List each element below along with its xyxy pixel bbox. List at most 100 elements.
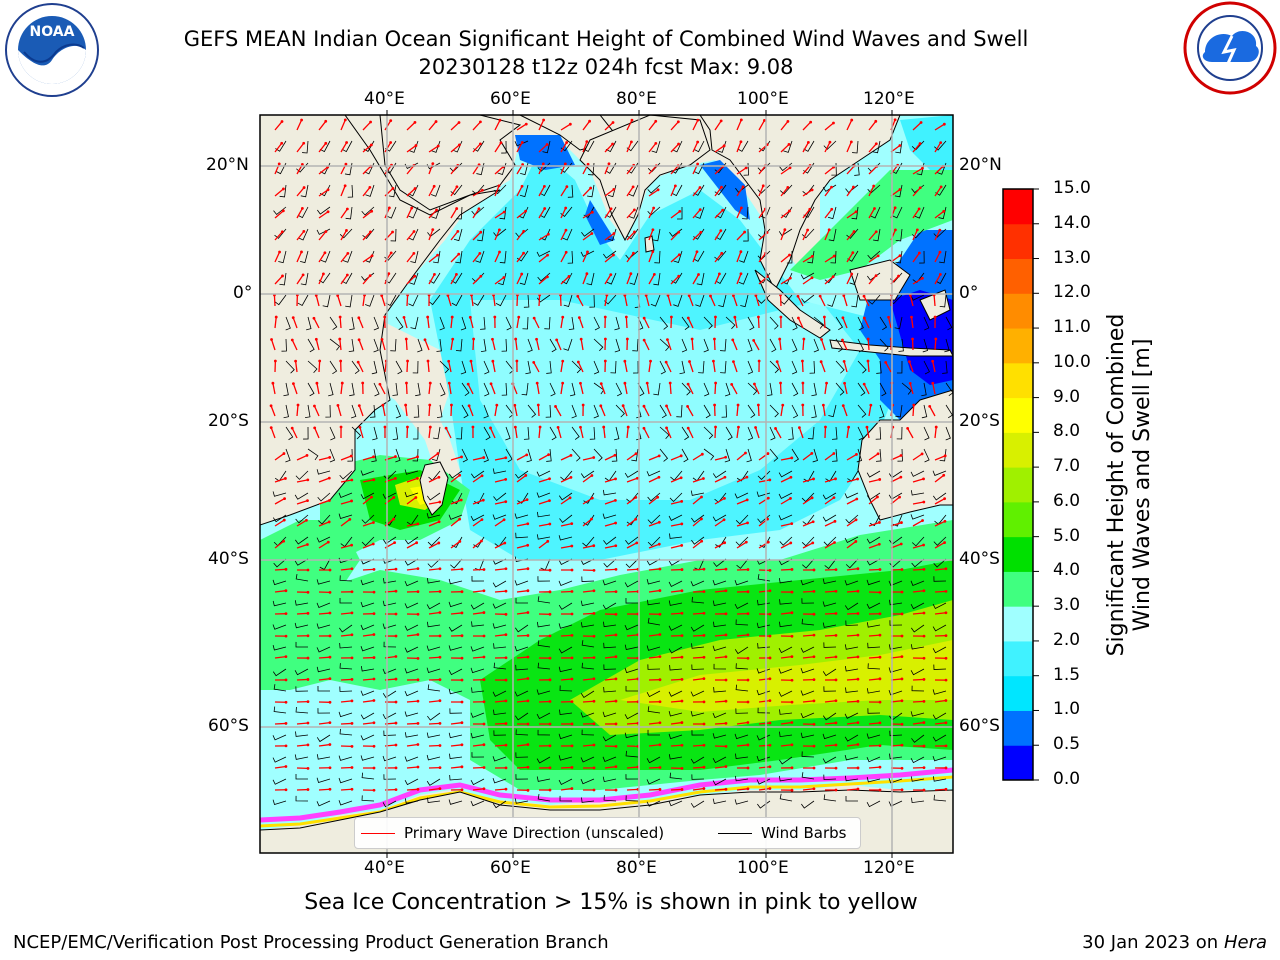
wave-direction-arrow — [736, 522, 748, 527]
wind-barb — [297, 206, 309, 219]
wave-direction-arrow — [362, 633, 374, 637]
wind-barb — [316, 579, 331, 585]
wave-direction-arrow — [934, 590, 947, 593]
wave-direction-arrow — [648, 165, 657, 175]
wave-direction-arrow — [450, 540, 461, 549]
wave-direction-arrow — [296, 208, 303, 219]
wind-barb — [870, 206, 881, 219]
wind-barb — [923, 448, 930, 463]
wind-barb — [536, 756, 551, 764]
wave-direction-arrow — [406, 275, 416, 285]
wind-barb — [822, 668, 837, 677]
wind-barb — [521, 382, 529, 396]
wind-barb — [866, 688, 881, 694]
colorbar-tick-label: 14.0 — [1053, 212, 1091, 233]
wind-barb — [932, 602, 947, 610]
wind-barb — [866, 602, 881, 609]
wave-direction-arrow — [296, 744, 309, 747]
wave-direction-arrow — [824, 255, 835, 263]
wind-barb — [451, 294, 463, 307]
wind-barb — [461, 404, 469, 419]
wave-direction-arrow — [736, 141, 742, 153]
wind-barb — [345, 206, 353, 220]
wave-direction-arrow — [648, 455, 660, 461]
wave-direction-arrow — [670, 254, 680, 263]
wave-direction-arrow — [846, 273, 853, 285]
wind-barb — [673, 250, 683, 263]
wave-direction-arrow — [846, 519, 857, 527]
wave-direction-arrow — [692, 634, 705, 637]
wind-barb — [342, 250, 353, 263]
wind-barb — [580, 712, 595, 718]
wind-barb — [939, 294, 947, 308]
wind-barb — [932, 756, 947, 762]
wave-direction-arrow — [538, 144, 548, 153]
wind-barb — [382, 600, 397, 607]
wave-direction-arrow — [274, 231, 283, 241]
wind-barb — [866, 776, 881, 783]
wave-direction-arrow — [384, 361, 387, 373]
wave-direction-arrow — [758, 479, 770, 483]
wind-barb — [295, 686, 309, 692]
wave-direction-arrow — [472, 208, 480, 219]
wave-direction-arrow — [274, 210, 284, 219]
wave-direction-arrow — [406, 188, 416, 197]
wave-direction-arrow — [291, 339, 298, 351]
wind-barb — [769, 448, 779, 462]
wave-direction-arrow — [362, 456, 374, 461]
wave-direction-arrow — [494, 405, 498, 417]
wind-barb — [470, 514, 485, 522]
wave-direction-arrow — [867, 360, 870, 373]
wind-barb — [571, 404, 577, 419]
wave-direction-arrow — [494, 229, 500, 241]
wave-direction-arrow — [758, 541, 769, 549]
wind-barb — [339, 575, 353, 582]
wind-barb — [537, 729, 551, 736]
wind-barb — [294, 558, 309, 566]
wave-direction-arrow — [912, 143, 921, 153]
wave-direction-arrow — [516, 142, 523, 153]
wind-barb — [581, 797, 595, 803]
wave-direction-arrow — [362, 187, 371, 197]
wind-barb — [888, 599, 903, 606]
colorbar-segment — [1003, 606, 1033, 642]
wave-direction-arrow — [291, 427, 298, 439]
wind-barb — [778, 558, 793, 566]
wave-direction-arrow — [912, 568, 925, 571]
wave-direction-arrow — [709, 295, 716, 307]
wind-barb — [845, 558, 859, 569]
lat-tick-20s-left: 20°S — [208, 411, 249, 431]
wind-barb — [300, 184, 309, 198]
wind-barb — [914, 206, 925, 219]
wave-direction-arrow — [934, 426, 937, 439]
wave-direction-arrow — [670, 744, 683, 747]
wind-barb — [410, 250, 419, 264]
wind-barb — [703, 338, 709, 353]
wind-barb — [546, 360, 552, 374]
wind-barb — [938, 206, 947, 220]
wave-direction-arrow — [318, 360, 321, 373]
wind-barb — [390, 338, 397, 352]
wind-barb — [493, 709, 507, 716]
wave-direction-arrow — [270, 427, 276, 439]
wave-direction-arrow — [516, 273, 523, 285]
wave-direction-arrow — [536, 383, 540, 395]
wind-barb — [669, 492, 683, 503]
wave-direction-arrow — [802, 229, 809, 241]
legend-swatch-black — [718, 832, 752, 834]
wave-direction-arrow — [692, 540, 703, 549]
wave-direction-arrow — [582, 273, 588, 285]
wave-direction-arrow — [648, 120, 657, 131]
wind-barb — [514, 712, 529, 721]
wave-direction-arrow — [516, 230, 525, 241]
wave-direction-arrow — [824, 383, 828, 395]
wave-direction-arrow — [713, 338, 716, 351]
wave-direction-arrow — [318, 721, 330, 725]
wave-direction-arrow — [934, 210, 945, 219]
wave-direction-arrow — [406, 360, 409, 373]
wind-barb — [505, 448, 513, 463]
wave-direction-arrow — [516, 454, 528, 461]
wind-barb — [721, 404, 727, 418]
wave-direction-arrow — [736, 452, 746, 461]
wind-barb — [536, 511, 551, 518]
